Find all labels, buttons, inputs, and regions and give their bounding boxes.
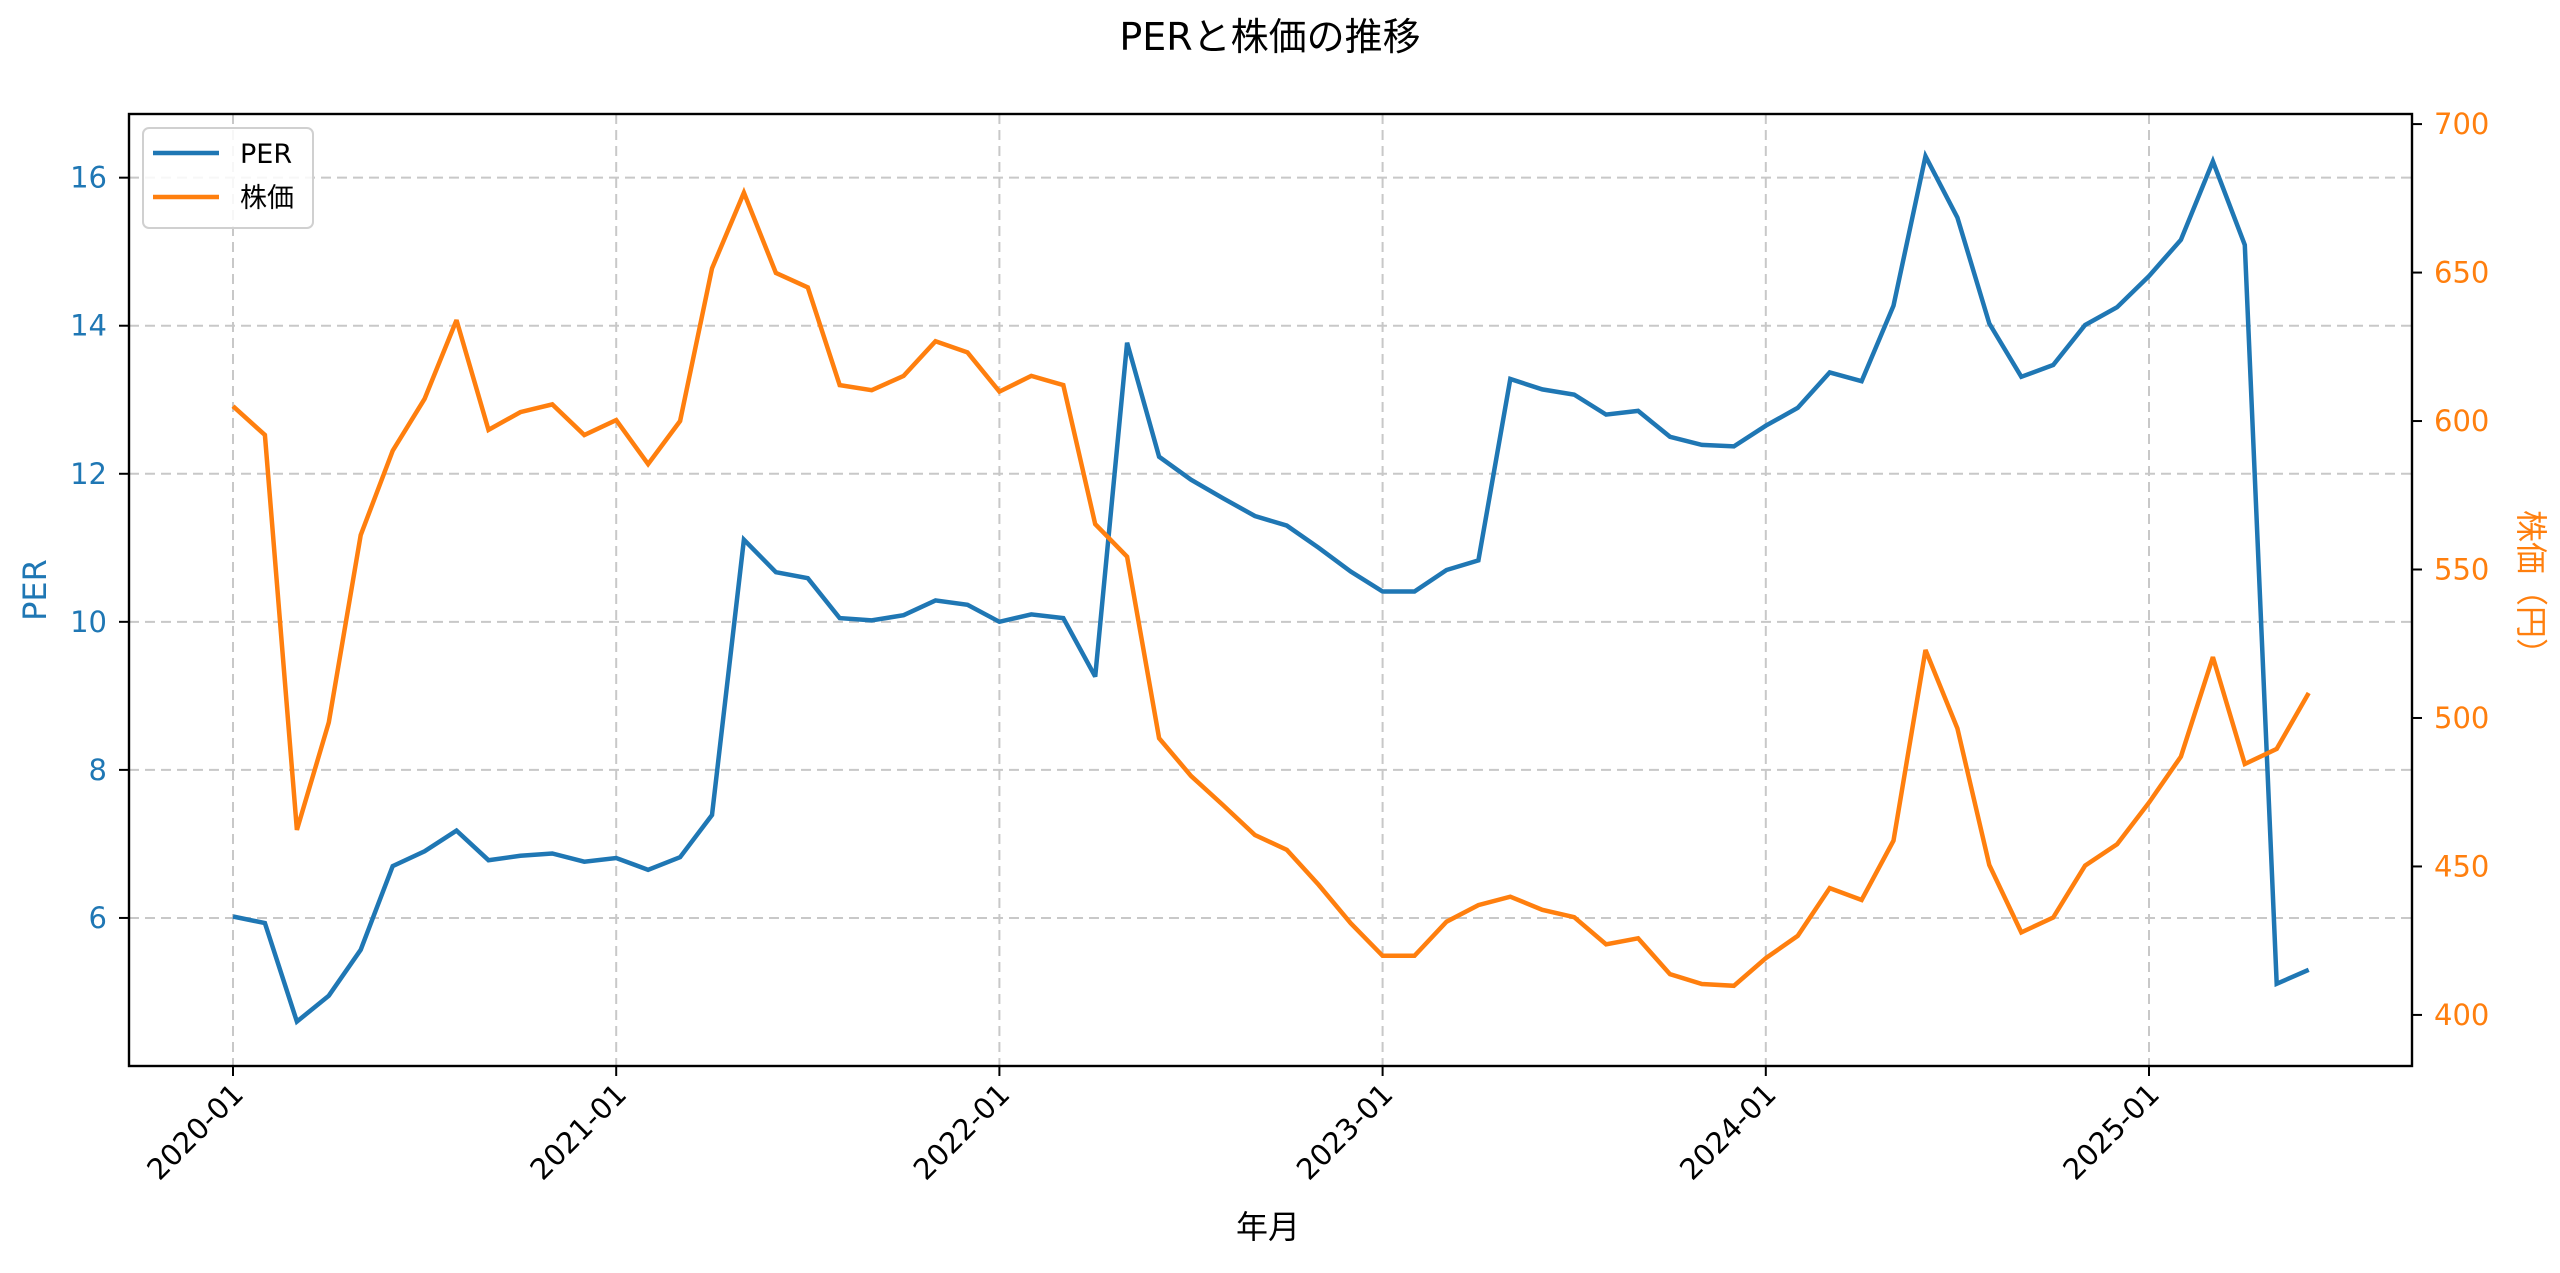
- chart-title: PERと株価の推移: [1119, 15, 1420, 59]
- y-tick-label-right: 550: [2434, 553, 2489, 587]
- y-tick-label-right: 650: [2434, 256, 2489, 290]
- plot-frame: [127, 112, 2414, 1068]
- y-tick-label-left: 12: [70, 457, 107, 491]
- series-line-price: [231, 186, 2311, 989]
- y-tick-label-left: 14: [70, 309, 107, 343]
- right-y-axis: 400 450 500 550 600 650 700: [2412, 107, 2489, 1032]
- y-tick-label-right: 600: [2434, 404, 2489, 438]
- legend-label-per: PER: [240, 139, 292, 170]
- x-tick-label: 2020-01: [140, 1077, 250, 1187]
- y-axis-label-left: PER: [16, 559, 54, 621]
- y-tick-label-right: 500: [2434, 701, 2489, 735]
- x-axis-label: 年月: [1236, 1208, 1300, 1246]
- series-line-per: [232, 149, 2310, 1026]
- y-tick-label-left: 10: [70, 605, 107, 639]
- y-tick-label-left: 8: [89, 753, 107, 787]
- left-y-axis: 6 8 10 12 14 16: [70, 161, 129, 935]
- legend: PER 株価: [142, 127, 314, 229]
- legend-label-price: 株価: [240, 183, 294, 214]
- y-tick-label-left: 16: [70, 161, 107, 195]
- y-tick-label-left: 6: [89, 901, 107, 935]
- y-tick-label-right: 700: [2434, 107, 2489, 141]
- y-tick-label-right: 400: [2434, 998, 2489, 1032]
- x-tick-label: 2021-01: [523, 1077, 633, 1187]
- y-axis-label-right: 株価（円）: [2512, 510, 2550, 670]
- x-tick-label: 2022-01: [907, 1077, 1017, 1187]
- x-tick-label: 2023-01: [1290, 1077, 1400, 1187]
- grid-lines: [129, 114, 2412, 1066]
- x-tick-label: 2025-01: [2056, 1077, 2166, 1187]
- x-tick-label: 2024-01: [1673, 1077, 1783, 1187]
- data-series: [231, 149, 2311, 1026]
- y-tick-label-right: 450: [2434, 849, 2489, 883]
- x-axis: 2020-01 2021-01 2022-01 2023-01 2024-01 2025-…: [140, 1066, 2166, 1187]
